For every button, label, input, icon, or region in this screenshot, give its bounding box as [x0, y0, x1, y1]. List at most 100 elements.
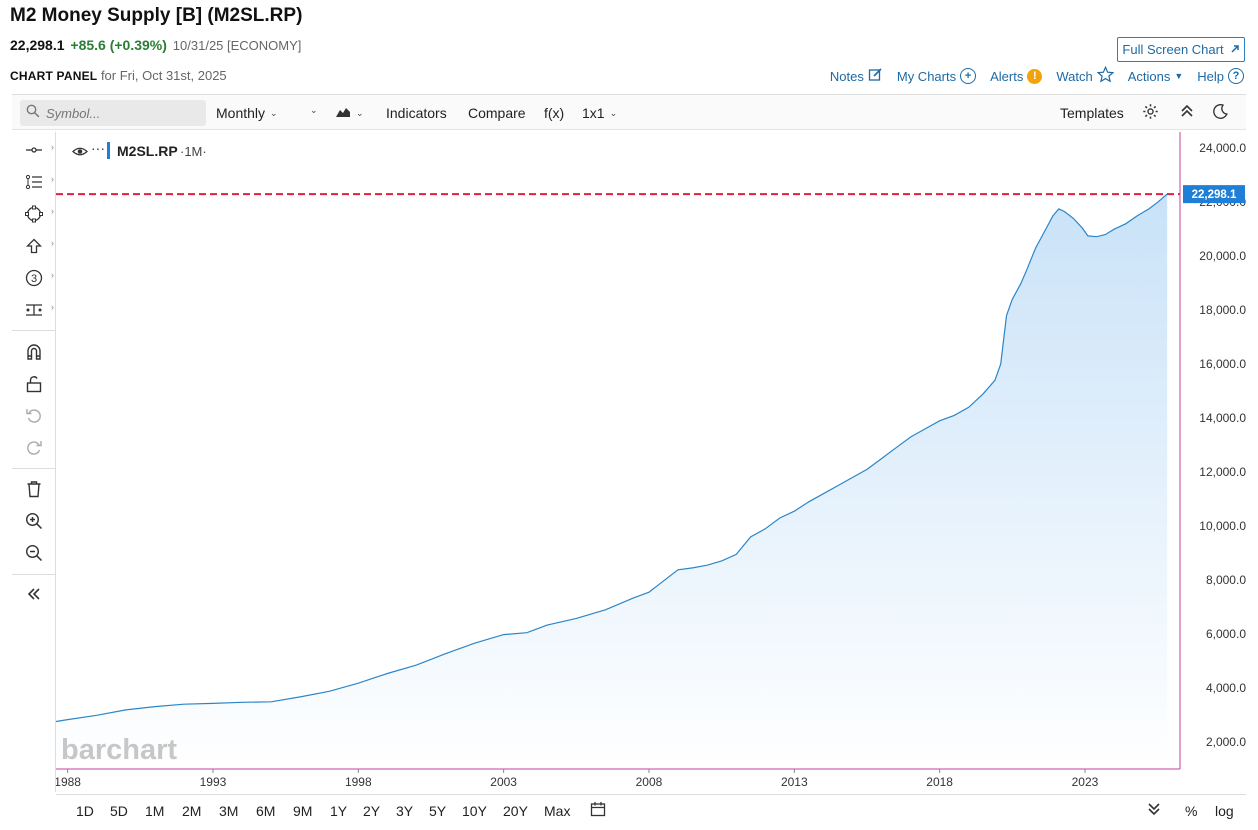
- zoom-out-icon[interactable]: [12, 539, 56, 567]
- layout-dropdown[interactable]: 1x1 ⌄: [582, 105, 617, 121]
- collapse-down-icon[interactable]: [1147, 801, 1161, 820]
- chart-type-dropdown[interactable]: ⌄: [335, 105, 364, 121]
- plus-circle-icon: +: [960, 68, 977, 84]
- collapse-toolbar-icon[interactable]: [12, 580, 56, 608]
- y-tick-label: 16,000.0: [1199, 357, 1246, 371]
- x-tick-label: 1998: [345, 775, 372, 789]
- symbol-input[interactable]: [46, 105, 196, 121]
- arrow-up-icon[interactable]: ›: [12, 232, 56, 260]
- my-charts-link[interactable]: My Charts +: [896, 68, 977, 84]
- help-icon: ?: [1228, 68, 1244, 84]
- chart-panel-label: CHART PANEL: [10, 69, 98, 83]
- page-title: M2 Money Supply [B] (M2SL.RP): [10, 5, 303, 26]
- indicators-button[interactable]: Indicators: [386, 105, 447, 121]
- chevron-down-icon: ⌄: [609, 107, 618, 118]
- y-tick-label: 2,000.0: [1206, 735, 1246, 749]
- unlock-icon[interactable]: [12, 370, 56, 398]
- watch-label: Watch: [1056, 68, 1093, 84]
- y-tick-label: 24,000.0: [1199, 141, 1246, 155]
- shape-tool-icon[interactable]: ›: [12, 200, 56, 228]
- legend-symbol: M2SL.RP: [117, 143, 178, 159]
- interval-dropdown[interactable]: Monthly ⌄: [216, 105, 278, 121]
- x-tick-label: 2013: [781, 775, 808, 789]
- chart-area[interactable]: ··· M2SL.RP ·1M· barchart 2,000.0 4,000.0…: [56, 132, 1258, 792]
- range-button-5d[interactable]: 5D: [110, 803, 128, 819]
- y-tick-label: 8,000.0: [1206, 573, 1246, 587]
- quote-line: 22,298.1 +85.6 (+0.39%) 10/31/25 [ECONOM…: [10, 37, 301, 53]
- help-link[interactable]: Help ?: [1197, 68, 1244, 84]
- last-price: 22,298.1: [10, 37, 65, 53]
- x-tick-label: 2023: [1072, 775, 1099, 789]
- header: M2 Money Supply [B] (M2SL.RP) 22,298.1 +…: [0, 0, 1258, 90]
- trash-icon[interactable]: [12, 475, 56, 503]
- range-button-max[interactable]: Max: [544, 803, 571, 819]
- symbol-search[interactable]: [20, 100, 206, 126]
- chart-legend: ··· M2SL.RP ·1M·: [72, 140, 207, 159]
- dark-mode-icon[interactable]: [1212, 103, 1229, 120]
- fx-button[interactable]: f(x): [544, 105, 565, 121]
- gear-icon[interactable]: [1142, 103, 1159, 120]
- quote-date: 10/31/25 [ECONOMY]: [172, 38, 302, 53]
- range-button-2m[interactable]: 2M: [182, 803, 202, 819]
- chevron-down-icon: ⌄: [310, 105, 318, 115]
- range-button-1m[interactable]: 1M: [145, 803, 165, 819]
- log-scale-button[interactable]: log: [1215, 803, 1234, 819]
- range-button-1d[interactable]: 1D: [76, 803, 94, 819]
- toolbar-divider: [12, 468, 56, 469]
- alert-icon: !: [1027, 68, 1043, 84]
- watch-link[interactable]: Watch: [1056, 65, 1115, 86]
- redo-icon[interactable]: [12, 434, 56, 462]
- fibonacci-tool-icon[interactable]: ›: [12, 168, 56, 196]
- measure-tool-icon[interactable]: ›: [12, 296, 56, 324]
- interval-label: Monthly: [216, 105, 266, 121]
- more-options-icon[interactable]: ···: [91, 140, 105, 156]
- y-tick-label: 6,000.0: [1206, 627, 1246, 641]
- x-tick-label: 2003: [490, 775, 517, 789]
- calendar-icon[interactable]: [590, 801, 606, 820]
- caret-down-icon: ▼: [1174, 71, 1184, 81]
- range-button-3m[interactable]: 3M: [219, 803, 239, 819]
- drawing-toolbar: › › › › 3 › ›: [12, 132, 56, 792]
- price-chart[interactable]: ··· M2SL.RP ·1M· barchart 2,000.0 4,000.0…: [56, 132, 1258, 792]
- chart-panel-line: CHART PANEL for Fri, Oct 31st, 2025: [10, 68, 227, 83]
- range-button-10y[interactable]: 10Y: [462, 803, 487, 819]
- undo-icon[interactable]: [12, 402, 56, 430]
- range-button-6m[interactable]: 6M: [256, 803, 276, 819]
- svg-text:3: 3: [31, 273, 37, 285]
- actions-menu[interactable]: Actions ▼: [1128, 69, 1184, 84]
- chart-toolbar: Monthly ⌄ ⌄ ⌄ Indicators Compare f(x) 1x…: [12, 94, 1246, 130]
- range-button-3y[interactable]: 3Y: [396, 803, 414, 819]
- layout-label: 1x1: [582, 105, 605, 121]
- line-tool-icon[interactable]: ›: [12, 136, 56, 164]
- notes-link[interactable]: Notes: [830, 67, 883, 85]
- eye-icon[interactable]: [72, 147, 88, 156]
- magnet-icon[interactable]: [12, 338, 56, 366]
- compare-button[interactable]: Compare: [468, 105, 526, 121]
- annotation-number-icon[interactable]: 3 ›: [12, 264, 56, 292]
- range-button-5y[interactable]: 5Y: [429, 803, 447, 819]
- y-tick-label: 14,000.0: [1199, 411, 1246, 425]
- collapse-up-icon[interactable]: [1180, 103, 1194, 119]
- y-axis: 2,000.0 4,000.0 6,000.0 8,000.0 10,000.0 12,0…: [1199, 141, 1246, 749]
- star-icon: [1096, 65, 1115, 86]
- chart-settings-dropdown[interactable]: ⌄: [310, 105, 318, 116]
- legend-interval: ·1M·: [180, 144, 207, 159]
- my-charts-label: My Charts: [896, 68, 957, 84]
- templates-button[interactable]: Templates: [1060, 105, 1124, 121]
- range-button-9m[interactable]: 9M: [293, 803, 313, 819]
- range-button-1y[interactable]: 1Y: [330, 803, 348, 819]
- barchart-watermark: barchart: [61, 734, 177, 766]
- help-label: Help: [1197, 68, 1224, 84]
- notes-label: Notes: [829, 68, 864, 84]
- last-price-tag-bg: [1183, 185, 1245, 204]
- expand-arrow-icon: [1230, 42, 1240, 57]
- y-tick-label: 20,000.0: [1199, 249, 1246, 263]
- full-screen-chart-button[interactable]: Full Screen Chart: [1117, 37, 1245, 62]
- range-button-2y[interactable]: 2Y: [363, 803, 381, 819]
- alerts-link[interactable]: Alerts !: [990, 68, 1043, 84]
- price-line: [56, 193, 1168, 723]
- percent-scale-button[interactable]: %: [1185, 803, 1198, 819]
- range-button-20y[interactable]: 20Y: [503, 803, 528, 819]
- last-price-tag-label: 22,298.1: [1192, 189, 1237, 201]
- zoom-in-icon[interactable]: [12, 507, 56, 535]
